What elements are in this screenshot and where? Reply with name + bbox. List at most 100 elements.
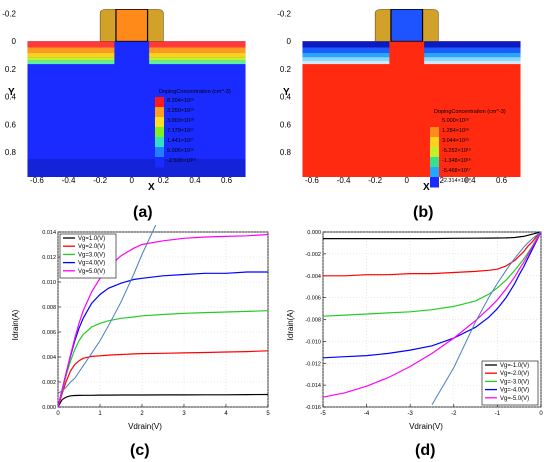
y-tick-label: -0.008 <box>305 318 321 324</box>
y-tick-label: 0.000 <box>307 230 321 236</box>
colorbar-value: -5.468×10¹⁷ <box>442 167 471 174</box>
x-tick-label: 0 <box>405 176 410 185</box>
panel-d-ylabel: Idrain(A) <box>286 309 295 340</box>
y-tick-label: -0.2 <box>2 10 16 19</box>
legend-label: Vg=-5.0(V) <box>500 396 529 402</box>
y-tick-label: 0.6 <box>280 120 292 129</box>
bulk-deep-region <box>27 158 246 177</box>
channel-region <box>389 39 425 69</box>
channel-region <box>114 39 150 69</box>
colorbar-segment <box>155 107 164 118</box>
panel-b-doping-map: Y X (b) -0.6-0.4-0.200.20.40.6-0.200.20.… <box>277 8 521 221</box>
series-line-1 <box>323 231 542 277</box>
x-tick-label: -0.4 <box>62 176 76 185</box>
panel-a-doping-map: Y X (a) -0.6 -0.4 -0.2 0 0.2 0.4 0.6 -0.2 0 0.2 0.… <box>2 8 246 221</box>
y-tick-label: 0 <box>12 37 17 46</box>
x-tick-label: 3 <box>182 411 186 417</box>
y-tick-label: 0 <box>287 37 292 46</box>
colorbar-segment <box>430 117 439 128</box>
colorbar-segment <box>155 127 164 138</box>
y-tick-label: 0.4 <box>280 93 292 102</box>
panel-c-label: (c) <box>130 442 150 459</box>
series-line-0 <box>323 231 542 240</box>
colorbar-value: -5.252×10¹⁵ <box>442 147 471 154</box>
colorbar-segment <box>430 137 439 148</box>
colorbar-segment <box>155 157 164 168</box>
y-tick-label: 0.000 <box>42 405 56 411</box>
legend-label: Vg=-1.0(V) <box>500 363 529 369</box>
y-tick-label: -0.014 <box>305 383 321 389</box>
legend-label: Vg=4.0(V) <box>78 261 105 267</box>
y-tick-label: -0.012 <box>305 361 321 367</box>
y-tick-label: 0.2 <box>5 65 17 74</box>
y-tick-label: 0.006 <box>42 330 56 336</box>
fit-curve-line <box>431 231 542 406</box>
y-tick-label: 0.010 <box>42 280 56 286</box>
colorbar-segment <box>430 127 439 138</box>
panel-c-xlabel: Vdrain(V) <box>128 422 162 431</box>
y-tick-label: -0.006 <box>305 296 321 302</box>
series-line-1 <box>57 350 269 408</box>
y-tick-label: 0.8 <box>5 148 17 157</box>
gate-poly <box>390 8 423 42</box>
x-tick-label: -0.4 <box>337 176 351 185</box>
y-tick-label: -0.002 <box>305 252 321 258</box>
colorbar-value: -1.348×10¹⁶ <box>442 157 471 164</box>
panel-b-label: (b) <box>413 204 433 221</box>
colorbar-value: 3.250×10¹⁹ <box>167 107 194 114</box>
panel-a-ylabel: Y <box>8 87 15 98</box>
y-tick-label: 0.014 <box>42 230 56 236</box>
panel-b-ylabel: Y <box>283 87 290 98</box>
x-tick-label: 0.4 <box>189 176 201 185</box>
colorbar-value: 7.179×10¹⁷ <box>167 127 194 134</box>
panel-c-nmos-iv-chart: Vdrain(V) Idrain(A) (c) 0.000 0.002 0.004 0… <box>11 225 270 459</box>
y-tick-label: 0.4 <box>5 93 17 102</box>
x-tick-label: 1 <box>98 411 102 417</box>
colorbar-value: 1.441×10¹⁷ <box>167 137 194 144</box>
series-line-4 <box>322 231 542 398</box>
x-tick-label: -0.6 <box>30 176 44 185</box>
x-tick-label: -4 <box>364 411 370 417</box>
y-tick-label: -0.010 <box>305 339 321 345</box>
x-tick-label: 4 <box>224 411 228 417</box>
x-tick-label: 0.6 <box>221 176 233 185</box>
x-tick-label: 0 <box>130 176 135 185</box>
legend-label: Vg=-3.0(V) <box>500 379 529 385</box>
colorbar-title: DopingConcentration (cm^-3) <box>434 109 506 115</box>
x-tick-label: -2 <box>451 411 457 417</box>
x-tick-label: -3 <box>408 411 414 417</box>
x-tick-label: 2 <box>140 411 144 417</box>
colorbar-value: -2.500×10¹⁶ <box>167 157 196 164</box>
colorbar-value: 3.044×10¹⁵ <box>442 137 469 144</box>
panel-c-ylabel: Idrain(A) <box>11 309 20 340</box>
colorbar-value: 8.204×10¹⁹ <box>167 97 194 104</box>
panel-d-pmos-iv-chart: Vdrain(V) Idrain(A) (d) 0.000 -0.002 -0.00… <box>286 230 543 459</box>
colorbar-segment <box>155 117 164 128</box>
legend-label: Vg=-2.0(V) <box>500 371 529 377</box>
colorbar-segment <box>155 137 164 148</box>
colorbar-value: 5.005×10¹⁶ <box>167 147 194 154</box>
colorbar-value: 3.003×10¹⁸ <box>167 117 194 124</box>
x-tick-label: 0.6 <box>496 176 508 185</box>
y-tick-label: 0.008 <box>42 305 56 311</box>
colorbar-segment <box>430 167 439 178</box>
panel-b-xlabel: X <box>423 182 430 193</box>
x-tick-label: 0.4 <box>464 176 476 185</box>
legend-label: Vg=5.0(V) <box>78 269 105 275</box>
y-tick-label: -0.004 <box>305 274 321 280</box>
legend-label: Vg=3.0(V) <box>78 252 105 258</box>
series-line-3 <box>322 231 542 359</box>
y-tick-label: -0.016 <box>305 405 321 411</box>
y-tick-label: 0.8 <box>280 148 292 157</box>
series-line-2 <box>57 310 269 408</box>
fit-curve-line <box>57 225 157 394</box>
y-tick-label: 0.2 <box>280 65 292 74</box>
y-tick-label: 0.012 <box>42 255 56 261</box>
colorbar-segment <box>430 147 439 158</box>
y-tick-label: 0.004 <box>42 355 56 361</box>
panel-a-xlabel: X <box>148 182 155 193</box>
colorbar-title: DopingConcentration (cm^-3) <box>159 89 231 95</box>
colorbar-value: 1.284×10¹⁶ <box>442 127 469 134</box>
legend-label: Vg=2.0(V) <box>78 244 105 250</box>
colorbar-segment <box>430 157 439 168</box>
